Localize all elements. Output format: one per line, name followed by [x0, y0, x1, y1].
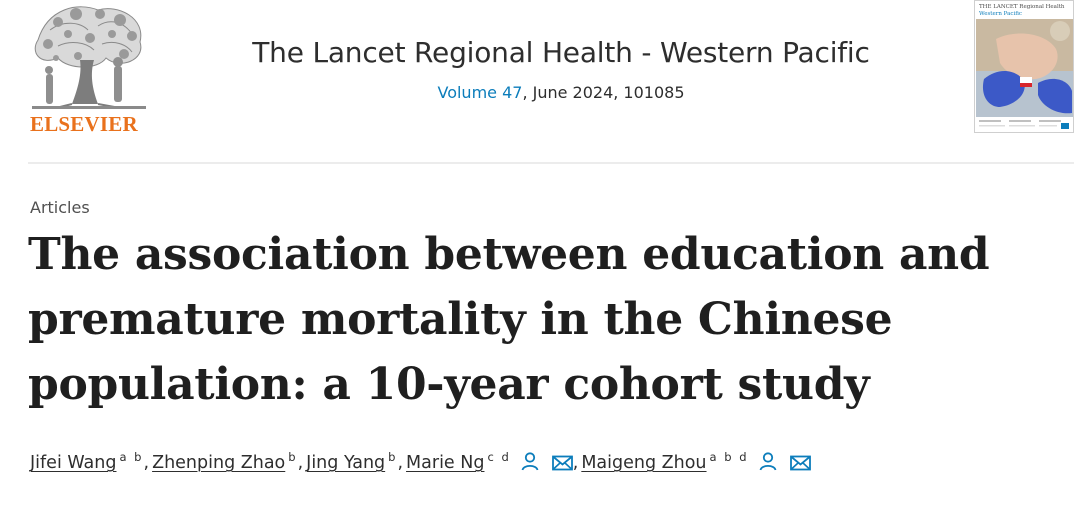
publisher-wordmark: ELSEVIER [30, 112, 138, 136]
cover-title: THE LANCET Regional Health Western Pacif… [979, 4, 1064, 17]
cover-title-line2: Western Pacific [979, 10, 1022, 17]
journal-title-link[interactable]: The Lancet Regional Health - Western Pac… [252, 36, 870, 69]
journal-header: The Lancet Regional Health - Western Pac… [150, 36, 972, 102]
person-icon[interactable] [520, 451, 540, 476]
envelope-icon[interactable] [551, 455, 573, 476]
author-name-link[interactable]: Jifei Wang [30, 453, 117, 473]
person-icon[interactable] [758, 451, 778, 476]
author-affiliation-refs[interactable]: a b d [709, 450, 749, 464]
envelope-icon[interactable] [789, 455, 811, 476]
author-separator: , [397, 453, 404, 473]
issue-details: , June 2024, 101085 [522, 83, 685, 102]
issue-info: Volume 47, June 2024, 101085 [150, 83, 972, 102]
article-section-label: Articles [30, 198, 90, 217]
author-item: Jing Yang b [306, 450, 397, 473]
elsevier-logo[interactable]: ELSEVIER [28, 0, 150, 136]
author-item: Jifei Wang a b [30, 450, 144, 473]
cover-title-line1: THE LANCET Regional Health [979, 4, 1065, 10]
author-affiliation-refs[interactable]: c d [487, 450, 511, 464]
author-separator: , [143, 453, 150, 473]
author-affiliation-refs[interactable]: a b [119, 450, 144, 464]
journal-cover-thumbnail[interactable]: THE LANCET Regional Health Western Pacif… [974, 0, 1074, 133]
author-name-link[interactable]: Maigeng Zhou [581, 453, 707, 473]
author-name-link[interactable]: Marie Ng [406, 453, 485, 473]
author-item: Zhenping Zhao b [152, 450, 298, 473]
author-separator: , [297, 453, 304, 473]
author-affiliation-refs[interactable]: b [288, 450, 298, 464]
article-title: The association between education and pr… [28, 229, 990, 410]
tree-illustration-icon [32, 6, 146, 109]
author-affiliation-refs[interactable]: b [388, 450, 398, 464]
author-name-link[interactable]: Jing Yang [306, 453, 386, 473]
volume-link[interactable]: Volume 47 [437, 83, 523, 102]
author-item: Marie Ng c d [406, 450, 573, 476]
author-item: Maigeng Zhou a b d [581, 450, 811, 476]
cover-footer [979, 120, 1069, 129]
author-name-link[interactable]: Zhenping Zhao [152, 453, 286, 473]
cover-photo [976, 19, 1073, 117]
author-list: Jifei Wang a b, Zhenping Zhao b, Jing Yang… [30, 450, 811, 476]
author-separator: , [572, 453, 579, 473]
header-divider [28, 162, 1074, 164]
